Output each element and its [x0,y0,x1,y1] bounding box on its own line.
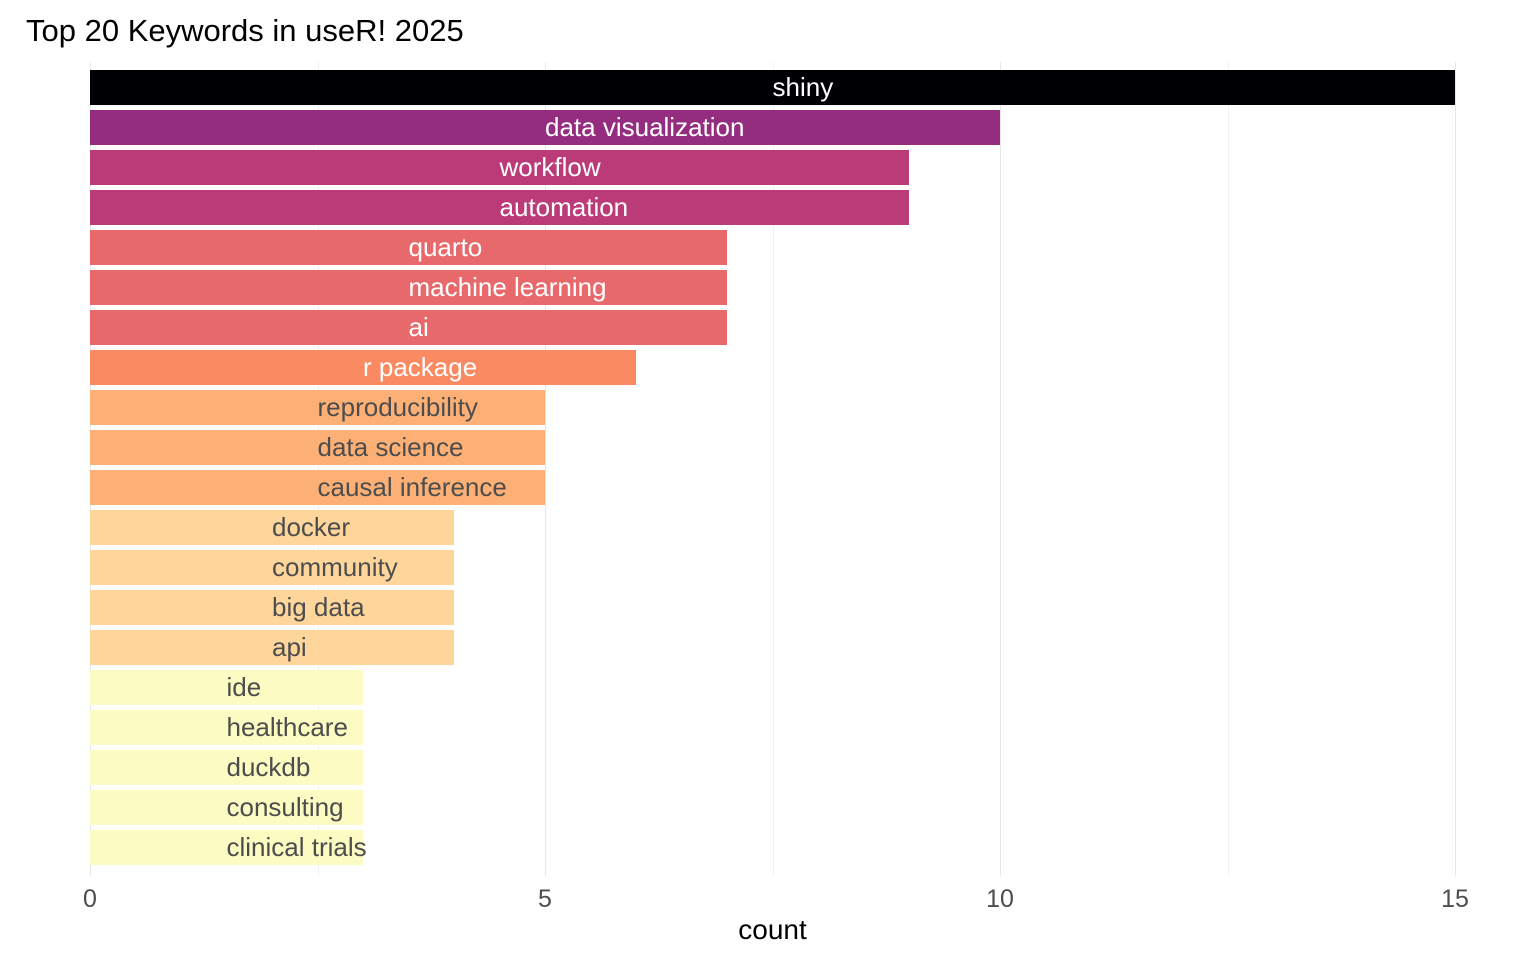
bar-label: automation [499,192,629,222]
bar-docker: docker [90,510,454,545]
x-tick-label: 0 [83,885,97,913]
bar-api: api [90,630,454,665]
bar-big-data: big data [90,590,454,625]
bar-shiny: shiny [90,70,1455,105]
x-tick-label: 5 [538,885,552,913]
bar-label: workflow [499,152,601,182]
bar-quarto: quarto [90,230,727,265]
bar-label: data science [317,432,464,462]
chart-title: Top 20 Keywords in useR! 2025 [26,13,464,48]
bar-label: r package [363,352,478,382]
bar-r-package: r package [90,350,636,385]
bar-data-visualization: data visualization [90,110,1000,145]
bar-label: api [272,632,307,662]
bar-label: big data [272,592,365,622]
bar-label: duckdb [226,752,311,782]
bar-label: machine learning [408,272,607,302]
gridline-major [90,62,91,876]
bar-label: shiny [772,72,834,102]
bar-duckdb: duckdb [90,750,363,785]
gridline-major [545,62,546,876]
gridline-major [1000,62,1001,876]
x-tick-label: 10 [986,885,1014,913]
gridline-minor [1227,62,1229,876]
bar-clinical-trials: clinical trials [90,830,367,865]
bar-machine-learning: machine learning [90,270,727,305]
x-axis-title: count [738,914,807,945]
gridline-major [1455,62,1456,876]
bar-label: clinical trials [226,832,367,862]
bar-label: ai [408,312,429,342]
bar-label: reproducibility [317,392,478,422]
bar-workflow: workflow [90,150,909,185]
bar-healthcare: healthcare [90,710,363,745]
gridline-minor [317,62,319,876]
bar-label: consulting [226,792,344,822]
bar-causal-inference: causal inference [90,470,545,505]
bar-ide: ide [90,670,363,705]
bar-label: quarto [408,232,483,262]
gridline-minor [772,62,774,876]
bar-community: community [90,550,454,585]
bar-label: docker [272,512,351,542]
bar-data-science: data science [90,430,545,465]
bar-label: healthcare [226,712,348,742]
bar-reproducibility: reproducibility [90,390,545,425]
bar-consulting: consulting [90,790,363,825]
bar-automation: automation [90,190,909,225]
bar-label: ide [226,672,262,702]
bar-label: community [272,552,398,582]
x-tick-label: 15 [1441,885,1469,913]
bar-label: data visualization [545,112,745,142]
bar-label: causal inference [317,472,507,502]
bar-ai: ai [90,310,727,345]
